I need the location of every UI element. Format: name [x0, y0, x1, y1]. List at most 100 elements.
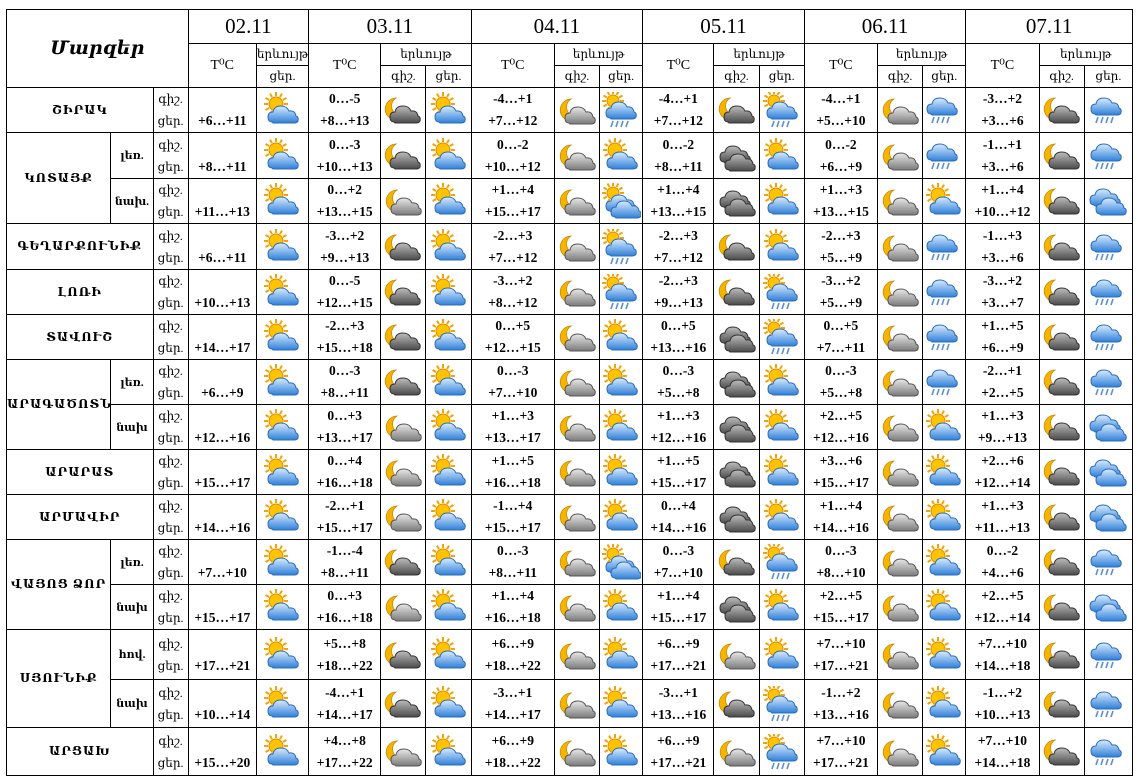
day-temp: +10…+13 — [974, 706, 1031, 722]
temperature-cell: +6…+11 — [187, 87, 257, 133]
night-temp — [189, 406, 255, 428]
date-header: 04.11 — [470, 9, 644, 44]
temperature-cell: +2…+5 +12…+16 — [803, 404, 879, 450]
sun-cloud-icon — [924, 409, 965, 445]
night-temp: 0…+4 — [327, 453, 363, 468]
temp-header: T⁰C — [308, 43, 382, 88]
moon-dark-cloud-icon — [382, 92, 425, 128]
weather-cell — [713, 87, 760, 133]
day-temp: +7…+11 — [816, 340, 866, 355]
temperature-cell: +1…+4 +15…+17 — [470, 178, 555, 224]
weather-cell — [877, 314, 924, 360]
rain-cloud-icon — [924, 364, 965, 400]
sun-cloud-icon — [601, 319, 642, 355]
moon-dark-cloud-icon — [1040, 183, 1083, 219]
weather-cell — [255, 584, 310, 630]
time-of-day: գիշ. ցեր. — [152, 629, 189, 680]
weather-cell — [380, 727, 427, 776]
day-temp: +3…+6 — [981, 158, 1024, 174]
night-temp: 0…-3 — [328, 363, 361, 378]
day-temp: +14…+16 — [650, 520, 707, 535]
moon-cloud-icon — [555, 229, 598, 265]
sun-cloud-icon — [427, 364, 470, 400]
sun-cloud-icon — [257, 499, 307, 535]
night-temp: +1…+4 — [657, 588, 700, 603]
date-label: 07.11 — [1025, 14, 1073, 38]
day-temp: +7…+10 — [197, 565, 247, 580]
day-temp: +10…+13 — [194, 295, 251, 310]
weather-cell — [255, 223, 310, 270]
night-temp: +1…+3 — [981, 408, 1024, 423]
zone-name: նախ — [110, 404, 154, 450]
day-temp: +8…+11 — [320, 385, 369, 400]
rain-cloud-icon — [1085, 92, 1131, 128]
moon-dark-cloud-icon — [382, 229, 425, 265]
zone-label: նախ — [116, 601, 148, 614]
day-temp: +13…+16 — [650, 340, 707, 355]
temperature-cell: -1…-4 +8…+11 — [308, 539, 382, 585]
weather-cell — [713, 132, 760, 179]
weather-cell — [877, 539, 924, 585]
weather-cell — [599, 679, 644, 728]
sun-cloud-icon — [427, 409, 470, 445]
moon-dark-cloud-icon — [1040, 589, 1083, 625]
weather-cell — [713, 584, 760, 630]
temp-header: T⁰C — [965, 43, 1040, 88]
weather-cell — [1038, 629, 1085, 680]
zone-name: լեռ. — [110, 132, 154, 179]
region-row: ԼՈՌԻ գիշ. ցեր. +10…+13 0…-5 +12…+15 -3…+2 +8…… — [6, 269, 1134, 315]
sun-cloud-icon — [924, 544, 965, 580]
moon-dark-cloud-icon — [715, 92, 758, 128]
phenomenon-label: երևույթ — [572, 47, 625, 61]
phenomenon-label: երևույթ — [733, 47, 785, 61]
temperature-cell: 0…-5 +8…+13 — [308, 87, 382, 133]
region-name: ԳԵՂԱՐՔՈՒՆԻՔ — [6, 223, 154, 270]
weather-cell — [255, 629, 310, 680]
night-temp: 0…-3 — [497, 363, 529, 378]
day-temp: +8…+11 — [654, 158, 703, 174]
temperature-cell: 0…-3 +7…+10 — [470, 359, 555, 405]
weather-cell — [1083, 314, 1134, 360]
weather-cell — [1038, 539, 1085, 585]
night-label: գիշ. — [391, 69, 416, 83]
day-abbr: ցեր. — [157, 205, 184, 219]
moon-cloud-icon — [555, 589, 598, 625]
night-temp: 0…-3 — [662, 543, 695, 558]
moon-cloud-icon — [555, 364, 598, 400]
day-label: ցեր. — [1095, 69, 1122, 83]
weather-cell — [713, 314, 760, 360]
day-temp: +12…+14 — [974, 475, 1031, 490]
time-of-day: գիշ. ցեր. — [152, 359, 189, 405]
weather-cell — [922, 539, 967, 585]
weather-cell — [425, 539, 472, 585]
night-abbr: գիշ. — [158, 499, 183, 513]
night-temp: 0…+4 — [660, 498, 696, 513]
day-abbr: ցեր. — [157, 476, 184, 490]
day-temp: +7…+10 — [488, 385, 538, 400]
weather-cell — [713, 679, 760, 728]
temp-header-label: T⁰C — [210, 58, 235, 73]
weather-cell — [380, 87, 427, 133]
temperature-cell: -1…+2 +13…+16 — [803, 679, 879, 728]
temperature-cell: 0…+3 +16…+18 — [308, 584, 382, 630]
sun-cloud-icon — [427, 183, 470, 219]
night-header: գիշ. — [713, 65, 760, 88]
moon-cloud-icon — [555, 686, 598, 722]
date-label: 05.11 — [700, 14, 747, 38]
weather-cell — [425, 178, 472, 224]
sun-cloud-icon — [257, 183, 307, 219]
time-of-day: գիշ. ցեր. — [152, 314, 189, 360]
day-temp: +15…+20 — [194, 754, 251, 770]
moon-cloud-icon — [879, 364, 922, 400]
sun-cloud-icon — [427, 685, 470, 722]
night-temp: +7…+10 — [816, 635, 866, 651]
night-abbr: գիշ. — [158, 589, 183, 603]
region-label: ԳԵՂԱՐՔՈՒՆԻՔ — [17, 239, 143, 253]
temperature-cell: +2…+5 +15…+17 — [803, 584, 879, 630]
temperature-cell: -3…+2 +8…+12 — [470, 269, 555, 315]
day-temp: +14…+17 — [194, 340, 251, 355]
region-row: ՏԱՎՈՒՇ գիշ. ցեր. +14…+17 -2…+3 +15…+18 0…+5 +… — [6, 314, 1134, 360]
moon-cloud-icon — [879, 274, 922, 310]
day-label: ցեր. — [768, 69, 795, 83]
moon-dark-cloud-icon — [1040, 499, 1083, 535]
